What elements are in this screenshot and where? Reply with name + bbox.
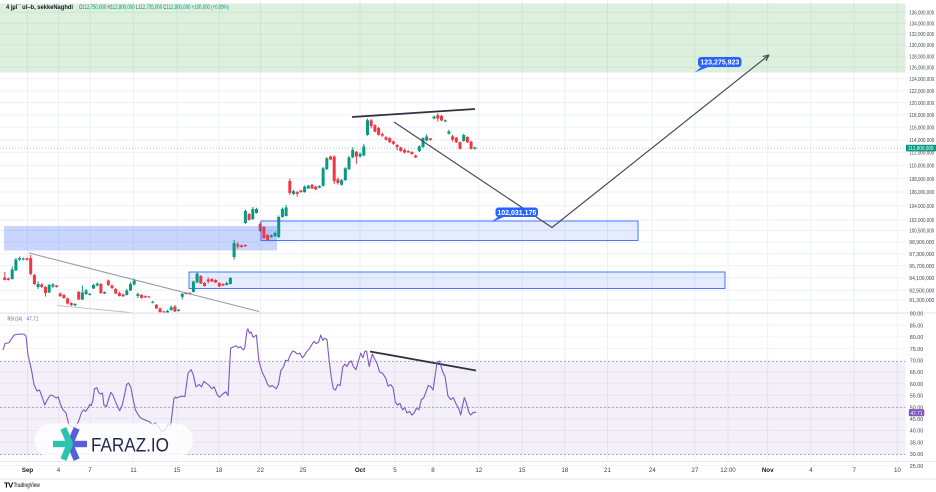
svg-text:75.00: 75.00: [910, 347, 924, 353]
svg-text:80.00: 80.00: [910, 335, 924, 341]
svg-text:123,275,923: 123,275,923: [700, 60, 739, 67]
svg-text:18: 18: [216, 467, 223, 474]
svg-text:108,000,000: 108,000,000: [909, 177, 934, 183]
svg-text:70.00: 70.00: [910, 359, 924, 365]
svg-text:25: 25: [300, 467, 307, 474]
svg-text:4: 4: [57, 467, 61, 474]
svg-text:128,000,000: 128,000,000: [909, 54, 934, 60]
svg-text:47.71: 47.71: [27, 316, 39, 322]
svg-text:45.00: 45.00: [910, 417, 924, 423]
svg-text:55.00: 55.00: [910, 394, 924, 400]
svg-text:106,000,000: 106,000,000: [909, 190, 934, 196]
svg-text:35.00: 35.00: [910, 440, 924, 446]
svg-text:21: 21: [604, 467, 611, 474]
svg-text:TradingView: TradingView: [14, 482, 41, 489]
svg-text:O112,750,000 H112,800,000 L112: O112,750,000 H112,800,000 L112,705,000 C…: [79, 5, 229, 11]
svg-text:18: 18: [561, 467, 568, 474]
svg-text:4 jµl¯ ul–b, sekkeNaghdi: 4 jµl¯ ul–b, sekkeNaghdi: [6, 4, 73, 11]
svg-text:112,000,000: 112,000,000: [909, 151, 934, 157]
svg-text:12:00: 12:00: [720, 467, 736, 474]
svg-text:116,000,000: 116,000,000: [909, 125, 934, 131]
svg-text:85.00: 85.00: [910, 323, 924, 329]
svg-text:Nov: Nov: [762, 467, 774, 474]
svg-text:118,000,000: 118,000,000: [909, 113, 934, 119]
svg-text:11: 11: [130, 467, 137, 474]
svg-text:Oct: Oct: [355, 467, 365, 474]
svg-text:92,500,000: 92,500,000: [909, 288, 934, 294]
svg-text:136,000,000: 136,000,000: [909, 11, 934, 17]
svg-text:90.00: 90.00: [910, 312, 924, 318]
svg-text:102,000,000: 102,000,000: [909, 218, 934, 224]
svg-text:122,000,000: 122,000,000: [909, 89, 934, 95]
svg-text:134,000,000: 134,000,000: [909, 21, 934, 27]
svg-text:97,300,000: 97,300,000: [909, 252, 934, 258]
svg-text:65.00: 65.00: [910, 370, 924, 376]
svg-text:132,000,000: 132,000,000: [909, 32, 934, 38]
svg-text:24: 24: [649, 467, 656, 474]
svg-text:94,100,000: 94,100,000: [909, 276, 934, 282]
svg-text:27: 27: [692, 467, 699, 474]
svg-text:126,000,000: 126,000,000: [909, 66, 934, 72]
svg-text:10: 10: [894, 467, 901, 474]
svg-text:30.00: 30.00: [910, 452, 924, 458]
svg-text:47.71: 47.71: [911, 411, 923, 417]
svg-text:102,031,175: 102,031,175: [497, 210, 536, 217]
svg-text:8: 8: [431, 467, 435, 474]
svg-text:7: 7: [88, 467, 92, 474]
svg-text:25.00: 25.00: [910, 464, 924, 470]
svg-text:91,300,000: 91,300,000: [909, 298, 934, 304]
svg-text:15: 15: [519, 467, 526, 474]
svg-text:Sep: Sep: [22, 467, 34, 474]
svg-text:RSI (14): RSI (14): [8, 316, 23, 322]
svg-text:15: 15: [174, 467, 181, 474]
svg-text:100,500,000: 100,500,000: [909, 229, 934, 235]
svg-text:114,000,000: 114,000,000: [909, 138, 934, 144]
svg-text:FARAZ.IO: FARAZ.IO: [91, 435, 169, 457]
svg-text:95,700,000: 95,700,000: [909, 264, 934, 270]
svg-text:130,000,000: 130,000,000: [909, 43, 934, 49]
svg-text:5: 5: [393, 467, 397, 474]
svg-text:120,000,000: 120,000,000: [909, 101, 934, 107]
svg-text:112,800,000: 112,800,000: [908, 146, 934, 152]
svg-text:40.00: 40.00: [910, 429, 924, 435]
svg-text:50.00: 50.00: [910, 405, 924, 411]
svg-text:22: 22: [257, 467, 264, 474]
svg-text:98,900,000: 98,900,000: [909, 240, 934, 246]
svg-text:12: 12: [475, 467, 482, 474]
svg-text:7: 7: [852, 467, 856, 474]
svg-text:4: 4: [809, 467, 813, 474]
svg-text:110,000,000: 110,000,000: [909, 164, 934, 170]
svg-text:104,000,000: 104,000,000: [909, 204, 934, 210]
svg-text:124,000,000: 124,000,000: [909, 77, 934, 83]
svg-text:TV: TV: [4, 481, 14, 490]
svg-text:60.00: 60.00: [910, 382, 924, 388]
